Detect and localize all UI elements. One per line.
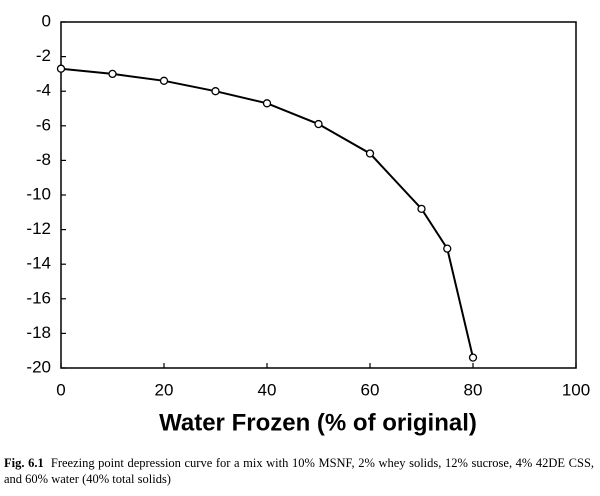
y-tick-label: -6 bbox=[36, 115, 51, 134]
x-tick-label: 60 bbox=[361, 380, 380, 399]
point bbox=[443, 244, 452, 253]
point bbox=[262, 99, 272, 108]
chart: Water Frozen (% of original) 0 -2 -4 -6 -8 -1… bbox=[26, 11, 590, 436]
series-line bbox=[60, 67, 474, 358]
plot-frame bbox=[60, 21, 577, 369]
point bbox=[417, 204, 426, 213]
caption-text: Freezing point depression curve for a mi… bbox=[4, 456, 595, 486]
y-tick-label: -14 bbox=[26, 254, 51, 273]
caption: Fig. 6.1 Freezing point depression curve… bbox=[4, 455, 594, 487]
point bbox=[159, 76, 169, 85]
y-tick-label: -8 bbox=[36, 150, 51, 169]
y-tick-label: 0 bbox=[42, 11, 51, 30]
y-tick-label: -2 bbox=[36, 46, 51, 65]
caption-label: Fig. 6.1 bbox=[4, 456, 44, 470]
y-tick-label: -4 bbox=[36, 81, 51, 100]
point bbox=[365, 149, 375, 158]
point bbox=[108, 69, 117, 79]
y-tick-label: -18 bbox=[26, 323, 51, 342]
x-tick-label: 100 bbox=[562, 380, 590, 399]
x-tick-label: 40 bbox=[258, 380, 277, 399]
point bbox=[211, 87, 220, 96]
point bbox=[56, 64, 66, 73]
point bbox=[468, 353, 478, 362]
x-tick-label: 80 bbox=[464, 380, 483, 399]
x-axis-title: Water Frozen (% of original) bbox=[159, 409, 477, 436]
y-tick-label: -10 bbox=[26, 184, 51, 203]
point bbox=[314, 119, 323, 129]
y-tick-label: -12 bbox=[26, 219, 51, 238]
y-tick-label: -20 bbox=[26, 357, 51, 376]
x-tick-label: 20 bbox=[155, 380, 174, 399]
x-tick-label: 0 bbox=[56, 380, 65, 399]
y-tick-label: -16 bbox=[26, 288, 51, 307]
